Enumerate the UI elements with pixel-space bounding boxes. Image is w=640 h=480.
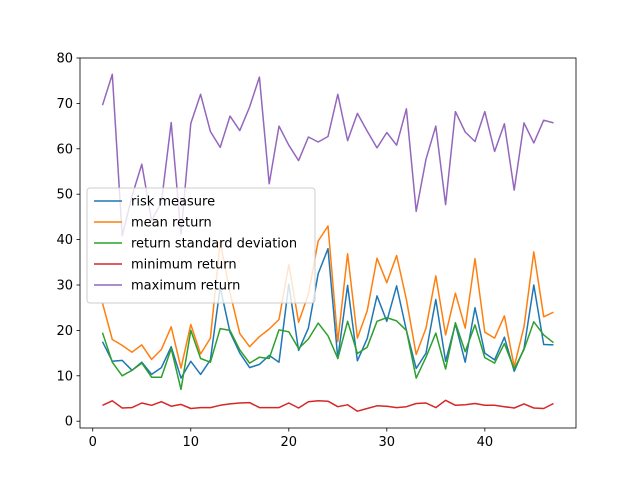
- x-tick-label: 10: [182, 435, 199, 450]
- series-line-2: [101, 225, 554, 369]
- legend-label-5: maximum return: [131, 279, 240, 294]
- legend-label-1: risk measure: [131, 195, 215, 210]
- x-axis: 0 10 20 30 40: [89, 428, 494, 450]
- y-tick-label: 70: [56, 97, 73, 112]
- legend: risk measure mean return return standard d…: [86, 187, 316, 304]
- y-tick-label: 0: [65, 415, 73, 430]
- legend-label-3: return standard deviation: [131, 237, 297, 252]
- y-tick-label: 20: [56, 324, 73, 339]
- y-tick-label: 40: [56, 233, 73, 248]
- x-tick-label: 0: [89, 435, 97, 450]
- legend-box: [86, 187, 316, 304]
- x-tick-label: 20: [281, 435, 298, 450]
- x-tick-label: 30: [379, 435, 396, 450]
- x-tick-label: 40: [477, 435, 494, 450]
- plot-area-frame: [79, 57, 577, 429]
- y-tick-label: 30: [56, 278, 73, 293]
- series-line-1: [101, 247, 554, 379]
- y-axis: 0 10 20 30 40 50 60 70 80: [56, 52, 80, 430]
- y-tick-label: 60: [56, 142, 73, 157]
- y-tick-label: 10: [56, 369, 73, 384]
- legend-label-2: mean return: [131, 216, 212, 231]
- series-line-3: [101, 316, 554, 391]
- series-line-4: [102, 399, 554, 412]
- y-tick-label: 50: [56, 188, 73, 203]
- y-tick-label: 80: [56, 52, 73, 67]
- legend-label-4: minimum return: [131, 258, 237, 273]
